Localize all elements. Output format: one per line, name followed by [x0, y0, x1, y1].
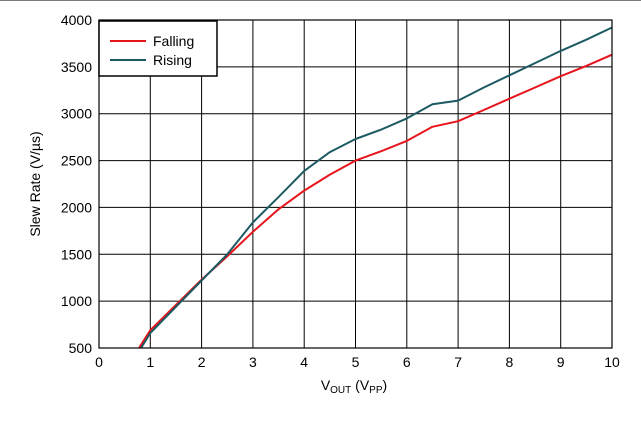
x-tick-label: 7	[454, 354, 462, 370]
x-tick-label: 6	[403, 354, 411, 370]
x-tick-label: 10	[604, 354, 620, 370]
x-tick-label: 2	[198, 354, 206, 370]
y-tick-label: 1500	[61, 246, 92, 262]
legend-label-falling: Falling	[153, 33, 194, 49]
x-tick-label: 8	[506, 354, 514, 370]
x-axis-title-main: V	[321, 377, 331, 393]
x-tick-label: 5	[352, 354, 360, 370]
x-axis-title-open-paren: (	[351, 377, 360, 393]
y-tick-label: 2500	[61, 153, 92, 169]
y-tick-label: 1000	[61, 293, 92, 309]
y-tick-label: 2000	[61, 199, 92, 215]
x-tick-label: 9	[557, 354, 565, 370]
x-axis-title-main-sub: OUT	[330, 385, 351, 396]
series-line-rising	[140, 26, 613, 349]
y-tick-label: 3500	[61, 59, 92, 75]
x-tick-label: 0	[95, 354, 103, 370]
legend-box	[98, 20, 218, 77]
x-tick-label: 1	[146, 354, 154, 370]
legend-label-rising: Rising	[153, 52, 192, 68]
x-axis-title-unit: V	[360, 377, 370, 393]
top-rule	[0, 0, 641, 1]
x-tick-labels: 0 1 2 3 4 5 6 7 8 9 10	[95, 354, 620, 370]
x-tick-label: 4	[300, 354, 308, 370]
x-tick-label: 3	[249, 354, 257, 370]
y-tick-label: 4000	[61, 12, 92, 28]
x-axis-title-unit-sub: PP	[369, 385, 383, 396]
y-tick-labels: 500 1000 1500 2000 2500 3000 3500 4000	[61, 12, 92, 356]
plot-frame	[98, 19, 613, 349]
series-line-falling	[138, 53, 613, 349]
y-tick-label: 500	[69, 340, 93, 356]
y-axis-title: Slew Rate (V/µs)	[27, 131, 43, 236]
series-group	[138, 26, 613, 349]
legend: Falling Rising	[98, 20, 218, 77]
x-axis-title-close-paren: )	[383, 377, 388, 393]
x-axis-title: VOUT (VPP)	[321, 377, 387, 396]
y-tick-label: 3000	[61, 106, 92, 122]
